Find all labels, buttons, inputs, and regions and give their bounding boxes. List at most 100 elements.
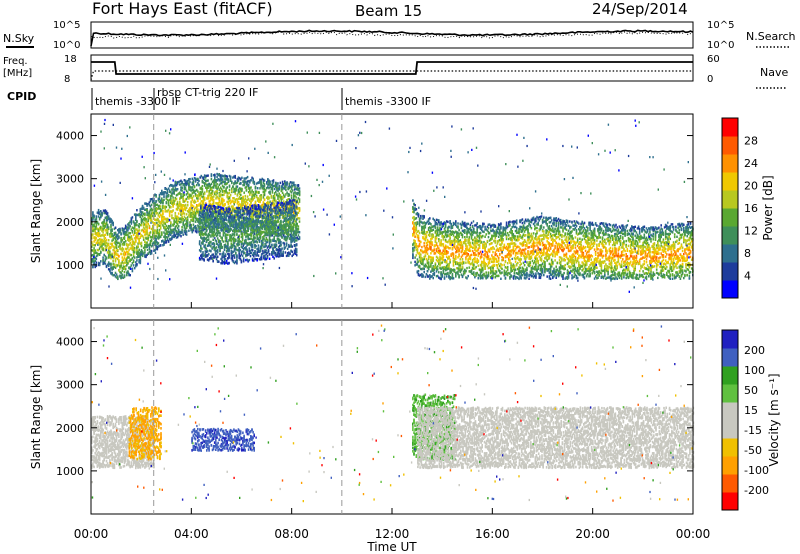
power-cell-232	[104, 233, 107, 237]
power-cell-1342	[170, 231, 172, 234]
power-cell-3985	[222, 234, 225, 237]
power-cell-1538	[182, 212, 184, 215]
power-cell-282	[106, 229, 109, 233]
power-cell-1407	[174, 225, 177, 228]
cpid-row: CPID themis -3300 IF rbsp CT-trig 220 IF…	[7, 86, 431, 110]
power-cell-703	[133, 251, 136, 254]
power-cell-549	[123, 256, 126, 260]
power-cell-1183	[161, 232, 163, 235]
power-cell-3868	[215, 246, 218, 249]
power-cell-399	[113, 254, 116, 257]
power-cell-75	[94, 249, 96, 252]
power-cell-942	[147, 234, 149, 237]
power-cell-851	[141, 211, 144, 214]
power-cell-3566	[298, 193, 301, 196]
power-cell-4073	[227, 233, 229, 237]
power-cell-92	[95, 251, 98, 254]
power-cell-1555	[182, 192, 184, 195]
power-cell-1041	[153, 199, 155, 202]
power-cell-379	[112, 259, 114, 262]
power-cell-917	[146, 203, 148, 206]
power-cell-363	[111, 271, 113, 275]
power-cell-786	[138, 248, 140, 251]
power-cell-4272	[238, 243, 240, 246]
power-cell-1626	[186, 191, 189, 194]
power-cell-3697	[205, 203, 208, 206]
power-cell-1475	[177, 216, 180, 220]
power-cell-2909	[260, 180, 262, 183]
power-cell-482	[119, 265, 121, 268]
power-cell-1358	[171, 231, 173, 235]
power-cell-2269	[223, 199, 225, 202]
power-cell-1558	[183, 188, 186, 191]
power-cell-981	[149, 219, 152, 222]
power-cell-713	[133, 225, 136, 228]
power-cell-931	[146, 232, 148, 236]
power-cell-1016	[152, 221, 154, 224]
power-cell-2088	[212, 199, 215, 202]
power-cell-2731	[250, 179, 252, 182]
power-cell-118	[97, 208, 100, 212]
power-cell-388	[113, 227, 116, 231]
power-cell-4365	[244, 251, 246, 255]
power-cell-3451	[291, 189, 294, 192]
power-cell-3909	[218, 260, 220, 263]
power-cell-1020	[152, 244, 154, 247]
power-cell-737	[136, 209, 138, 212]
power-cell-3899	[216, 233, 219, 237]
power-cell-4095	[228, 254, 230, 258]
power-cell-738	[136, 223, 138, 227]
power-cell-2198	[219, 190, 222, 193]
power-cell-4755	[266, 256, 269, 260]
power-cell-260	[105, 264, 108, 268]
power-cell-27	[92, 243, 94, 246]
power-cell-988	[149, 249, 152, 253]
power-cell-2911	[260, 195, 262, 199]
power-cell-208	[103, 234, 105, 237]
power-cell-1022	[152, 234, 154, 237]
power-cell-4897	[275, 243, 278, 246]
power-cell-566	[124, 232, 127, 235]
power-cell-1038	[153, 222, 155, 225]
power-cell-3	[91, 245, 93, 248]
power-cell-429	[115, 276, 118, 279]
power-cell-375	[112, 245, 114, 248]
power-cell-210	[103, 235, 105, 238]
power-cell-2314	[226, 186, 228, 189]
power-cell-3842	[213, 229, 216, 233]
power-cell-1394	[173, 228, 175, 231]
power-cell-524	[122, 252, 125, 255]
power-cell-1023	[152, 226, 154, 229]
power-cell-276	[106, 263, 109, 266]
power-cell-4316	[241, 254, 244, 258]
power-cell-619	[128, 237, 130, 241]
power-cell-984	[149, 235, 152, 239]
power-cell-3615	[201, 227, 203, 230]
power-cell-1066	[154, 193, 156, 196]
power-cell-1533	[181, 180, 183, 184]
power-cell-1757	[194, 200, 197, 203]
power-cell-867	[142, 207, 145, 210]
power-cell-2775	[252, 191, 254, 194]
power-cell-1094	[156, 242, 159, 245]
power-cell-4359	[244, 205, 246, 208]
power-cell-2910	[260, 198, 262, 201]
power-cell-195	[102, 220, 104, 224]
power-cell-1571	[183, 219, 186, 222]
power-cell-1524	[181, 210, 183, 213]
power-cell-611	[128, 252, 130, 256]
power-cell-4271	[238, 222, 240, 225]
power-cell-12	[91, 249, 93, 252]
power-cell-1566	[183, 215, 186, 218]
power-cell-430	[115, 249, 118, 252]
power-cell-214	[103, 211, 105, 215]
power-cell-3928	[219, 252, 221, 256]
power-cell-1445	[176, 200, 179, 204]
power-cell-123	[97, 249, 100, 252]
power-cell-4837	[271, 243, 273, 246]
power-cell-4725	[265, 221, 268, 224]
power-cell-4778	[267, 250, 270, 253]
power-cell-891	[144, 244, 146, 247]
power-cell-668	[131, 226, 134, 229]
